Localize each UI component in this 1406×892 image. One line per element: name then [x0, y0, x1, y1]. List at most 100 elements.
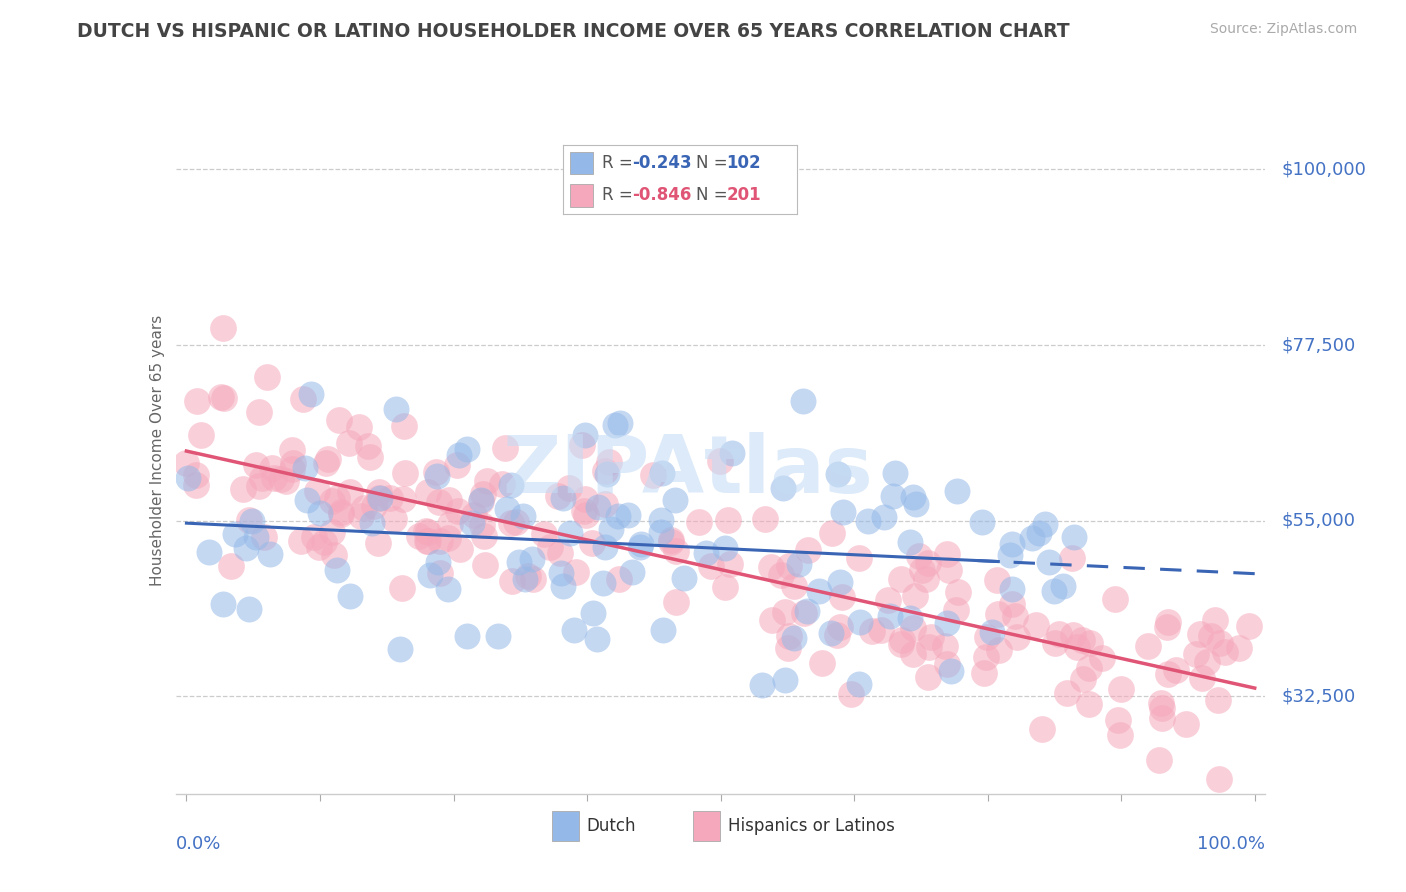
Point: [664, 492, 686, 507]
Point: [1004, 608, 1026, 623]
Text: DUTCH VS HISPANIC OR LATINO HOUSEHOLDER INCOME OVER 65 YEARS CORRELATION CHART: DUTCH VS HISPANIC OR LATINO HOUSEHOLDER …: [77, 22, 1070, 41]
Point: [470, 494, 492, 508]
Point: [419, 567, 441, 582]
Point: [609, 416, 631, 430]
Point: [1164, 664, 1187, 678]
Point: [363, 499, 385, 513]
Point: [1237, 618, 1260, 632]
Point: [575, 508, 598, 522]
Point: [494, 441, 516, 455]
Point: [1208, 772, 1230, 786]
Point: [998, 548, 1021, 562]
Point: [550, 566, 572, 581]
Point: [650, 512, 672, 526]
Point: [650, 524, 672, 539]
Point: [607, 508, 630, 523]
Point: [1043, 636, 1066, 650]
Point: [235, 541, 257, 555]
Point: [418, 484, 440, 499]
Point: [449, 542, 471, 557]
Point: [316, 452, 339, 467]
Point: [688, 515, 710, 529]
Point: [1056, 686, 1078, 700]
Point: [904, 589, 927, 603]
Point: [770, 567, 793, 582]
Point: [870, 623, 893, 637]
Point: [384, 402, 406, 417]
Point: [263, 471, 285, 485]
Text: $55,000: $55,000: [1282, 512, 1355, 530]
Point: [339, 590, 361, 604]
Point: [586, 500, 609, 515]
Point: [538, 540, 561, 554]
Point: [460, 516, 482, 530]
Text: ZIPAtlas: ZIPAtlas: [502, 432, 873, 510]
Point: [1227, 641, 1250, 656]
Point: [890, 633, 912, 648]
Point: [759, 560, 782, 574]
Point: [1156, 620, 1178, 634]
Point: [1137, 639, 1160, 653]
Point: [598, 455, 620, 469]
Point: [1189, 626, 1212, 640]
Point: [562, 623, 585, 637]
Point: [848, 677, 870, 691]
Point: [1152, 701, 1174, 715]
Point: [198, 545, 221, 559]
Point: [1185, 647, 1208, 661]
Point: [778, 559, 800, 574]
Point: [558, 525, 581, 540]
Point: [1091, 651, 1114, 665]
Point: [347, 420, 370, 434]
Point: [976, 630, 998, 644]
Text: $77,500: $77,500: [1282, 336, 1355, 354]
Point: [572, 504, 595, 518]
Point: [224, 527, 246, 541]
Point: [1215, 645, 1237, 659]
Point: [754, 512, 776, 526]
Point: [974, 650, 997, 665]
Point: [359, 450, 381, 464]
Point: [582, 606, 605, 620]
Point: [184, 467, 207, 482]
Point: [651, 623, 673, 637]
Point: [882, 489, 904, 503]
Point: [315, 457, 337, 471]
Point: [176, 456, 198, 470]
Point: [1150, 696, 1173, 710]
Point: [259, 547, 281, 561]
Point: [212, 392, 235, 406]
Point: [1077, 661, 1099, 675]
Point: [773, 605, 796, 619]
Point: [491, 477, 513, 491]
Point: [281, 462, 304, 476]
Text: R =: R =: [602, 154, 638, 172]
Point: [292, 392, 315, 406]
Point: [1197, 655, 1219, 669]
Point: [449, 448, 471, 462]
Text: Dutch: Dutch: [586, 817, 636, 835]
Point: [839, 687, 862, 701]
Point: [1073, 672, 1095, 686]
Point: [238, 512, 260, 526]
Bar: [693, 811, 720, 841]
Point: [792, 394, 814, 409]
Point: [761, 613, 783, 627]
Point: [1206, 693, 1229, 707]
Point: [553, 491, 575, 506]
Point: [911, 563, 934, 577]
Point: [212, 598, 235, 612]
Point: [883, 466, 905, 480]
Point: [793, 607, 815, 621]
Point: [558, 481, 581, 495]
Point: [890, 637, 912, 651]
Point: [392, 419, 415, 434]
Point: [325, 563, 347, 577]
Point: [918, 640, 941, 654]
Point: [827, 467, 849, 482]
Point: [903, 490, 925, 504]
Point: [294, 461, 316, 475]
Point: [1066, 640, 1088, 654]
Point: [586, 632, 609, 646]
Point: [427, 494, 450, 508]
